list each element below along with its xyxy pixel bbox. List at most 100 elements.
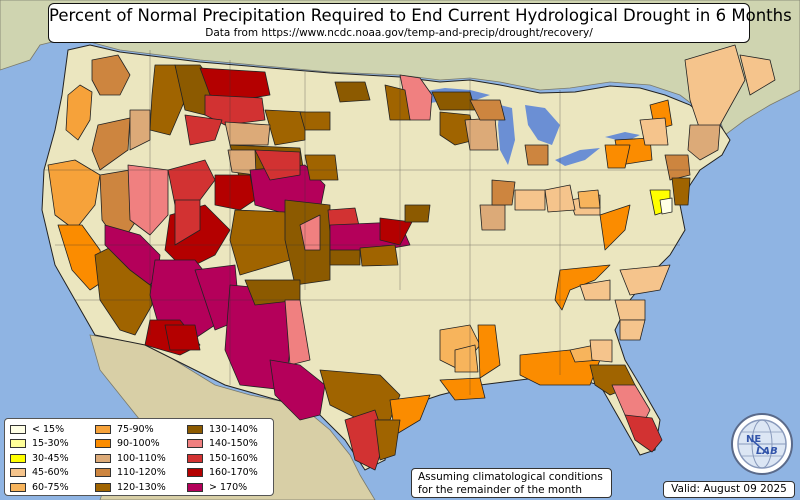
region-new-england-south <box>687 124 721 161</box>
region-maine <box>739 54 776 96</box>
region-fl-south <box>624 414 663 453</box>
region-sc-east <box>614 299 646 321</box>
legend-item: 90-100% <box>95 437 166 452</box>
legend-swatch <box>95 439 111 449</box>
region-ms <box>454 344 479 373</box>
valid-date: Valid: August 09 2025 <box>663 481 795 498</box>
legend-item: 130-140% <box>187 422 258 437</box>
legend-item: 30-45% <box>10 451 69 466</box>
legend-column-2: 75-90% 90-100% 100-110% 110-120% 120-130… <box>95 422 166 495</box>
legend-label: > 170% <box>209 481 248 493</box>
region-tx-west <box>269 359 326 421</box>
region-nd <box>334 81 371 103</box>
region-la-south <box>439 377 486 401</box>
region-az-southwest <box>164 324 201 351</box>
region-co-north <box>214 174 256 211</box>
legend-item: 150-160% <box>187 451 258 466</box>
lake-huron <box>525 105 560 145</box>
legend-column-1: < 15% 15-30% 30-45% 45-60% 60-75% <box>10 422 69 495</box>
legend-item: 60-75% <box>10 480 69 495</box>
legend-swatch <box>95 453 111 463</box>
assumption-note: Assuming climatological conditions for t… <box>411 468 612 498</box>
legend-swatch <box>95 468 111 478</box>
legend-item: 120-130% <box>95 480 166 495</box>
region-ut-north <box>167 159 216 206</box>
legend-label: 160-170% <box>209 467 258 479</box>
note-line-2: for the remainder of the month <box>418 483 583 496</box>
state-borders <box>44 50 700 395</box>
region-wa-coast <box>65 84 93 141</box>
region-ia-east <box>514 189 546 211</box>
legend-swatch <box>187 439 203 449</box>
legend-label: 140-150% <box>209 438 258 450</box>
legend-label: 60-75% <box>32 481 69 493</box>
region-ny-central <box>639 117 669 146</box>
map-subtitle: Data from https://www.ncdc.noaa.gov/temp… <box>205 27 593 39</box>
legend-label: 45-60% <box>32 467 69 479</box>
lake-ontario <box>605 132 640 142</box>
region-id-south <box>184 114 223 146</box>
legend-item: 100-110% <box>95 451 166 466</box>
logo-text-top: NE <box>746 434 761 445</box>
region-mi-lower <box>524 144 549 166</box>
region-sd <box>304 154 339 181</box>
region-ia <box>404 204 431 223</box>
region-mt-central <box>204 94 266 126</box>
region-ut-east <box>174 199 201 246</box>
region-md-outline <box>659 197 673 215</box>
region-tx-southcoast <box>374 419 401 461</box>
legend-swatch <box>187 453 203 463</box>
legend-label: 130-140% <box>209 423 258 435</box>
legend-item: < 15% <box>10 422 69 437</box>
legend-item: 15-30% <box>10 437 69 452</box>
legend-swatch <box>10 439 26 449</box>
title-box: Percent of Normal Precipitation Required… <box>48 3 792 43</box>
region-mi <box>469 99 506 121</box>
legend-swatch <box>10 468 26 478</box>
legend-swatch <box>187 424 203 434</box>
region-nv-central <box>127 164 169 236</box>
region-ca-north <box>47 159 101 231</box>
legend-label: 120-130% <box>117 481 166 493</box>
legend: < 15% 15-30% 30-45% 45-60% 60-75% 75-90%… <box>4 418 274 496</box>
region-ga-east <box>619 319 646 341</box>
region-sc <box>589 339 613 363</box>
region-nc <box>619 264 671 296</box>
note-line-1: Assuming climatological conditions <box>418 471 603 483</box>
region-al <box>477 324 501 379</box>
legend-swatch <box>187 482 203 492</box>
logo-text-bottom: LAB <box>756 446 778 457</box>
legend-swatch <box>95 424 111 434</box>
legend-item: 75-90% <box>95 422 166 437</box>
region-de <box>671 177 691 206</box>
region-or-central <box>91 117 131 171</box>
region-nd-east <box>299 111 331 131</box>
legend-swatch <box>10 453 26 463</box>
legend-label: 150-160% <box>209 452 258 464</box>
region-mn-east <box>431 91 476 111</box>
region-in <box>479 204 506 231</box>
region-co-south <box>229 209 291 276</box>
region-oh-orange <box>577 189 601 209</box>
legend-label: 100-110% <box>117 452 166 464</box>
legend-label: 110-120% <box>117 467 166 479</box>
map-title: Percent of Normal Precipitation Required… <box>49 6 792 25</box>
legend-label: 30-45% <box>32 452 69 464</box>
drought-regions <box>47 44 776 471</box>
legend-column-3: 130-140% 140-150% 150-160% 160-170% > 17… <box>187 422 258 495</box>
region-nj <box>664 154 691 181</box>
legend-item: 160-170% <box>187 466 258 481</box>
legend-label: 15-30% <box>32 438 69 450</box>
nexlab-globe-icon: NE LAB <box>731 413 793 475</box>
legend-item: 140-150% <box>187 437 258 452</box>
region-va <box>599 204 631 251</box>
region-wa-east <box>91 54 131 96</box>
lake-erie <box>555 148 600 166</box>
region-ks-center <box>329 249 361 266</box>
legend-label: 75-90% <box>117 423 154 435</box>
legend-item: > 170% <box>187 480 258 495</box>
region-mt-south <box>224 121 271 146</box>
legend-label: < 15% <box>32 423 65 435</box>
region-ks-east <box>359 244 399 267</box>
